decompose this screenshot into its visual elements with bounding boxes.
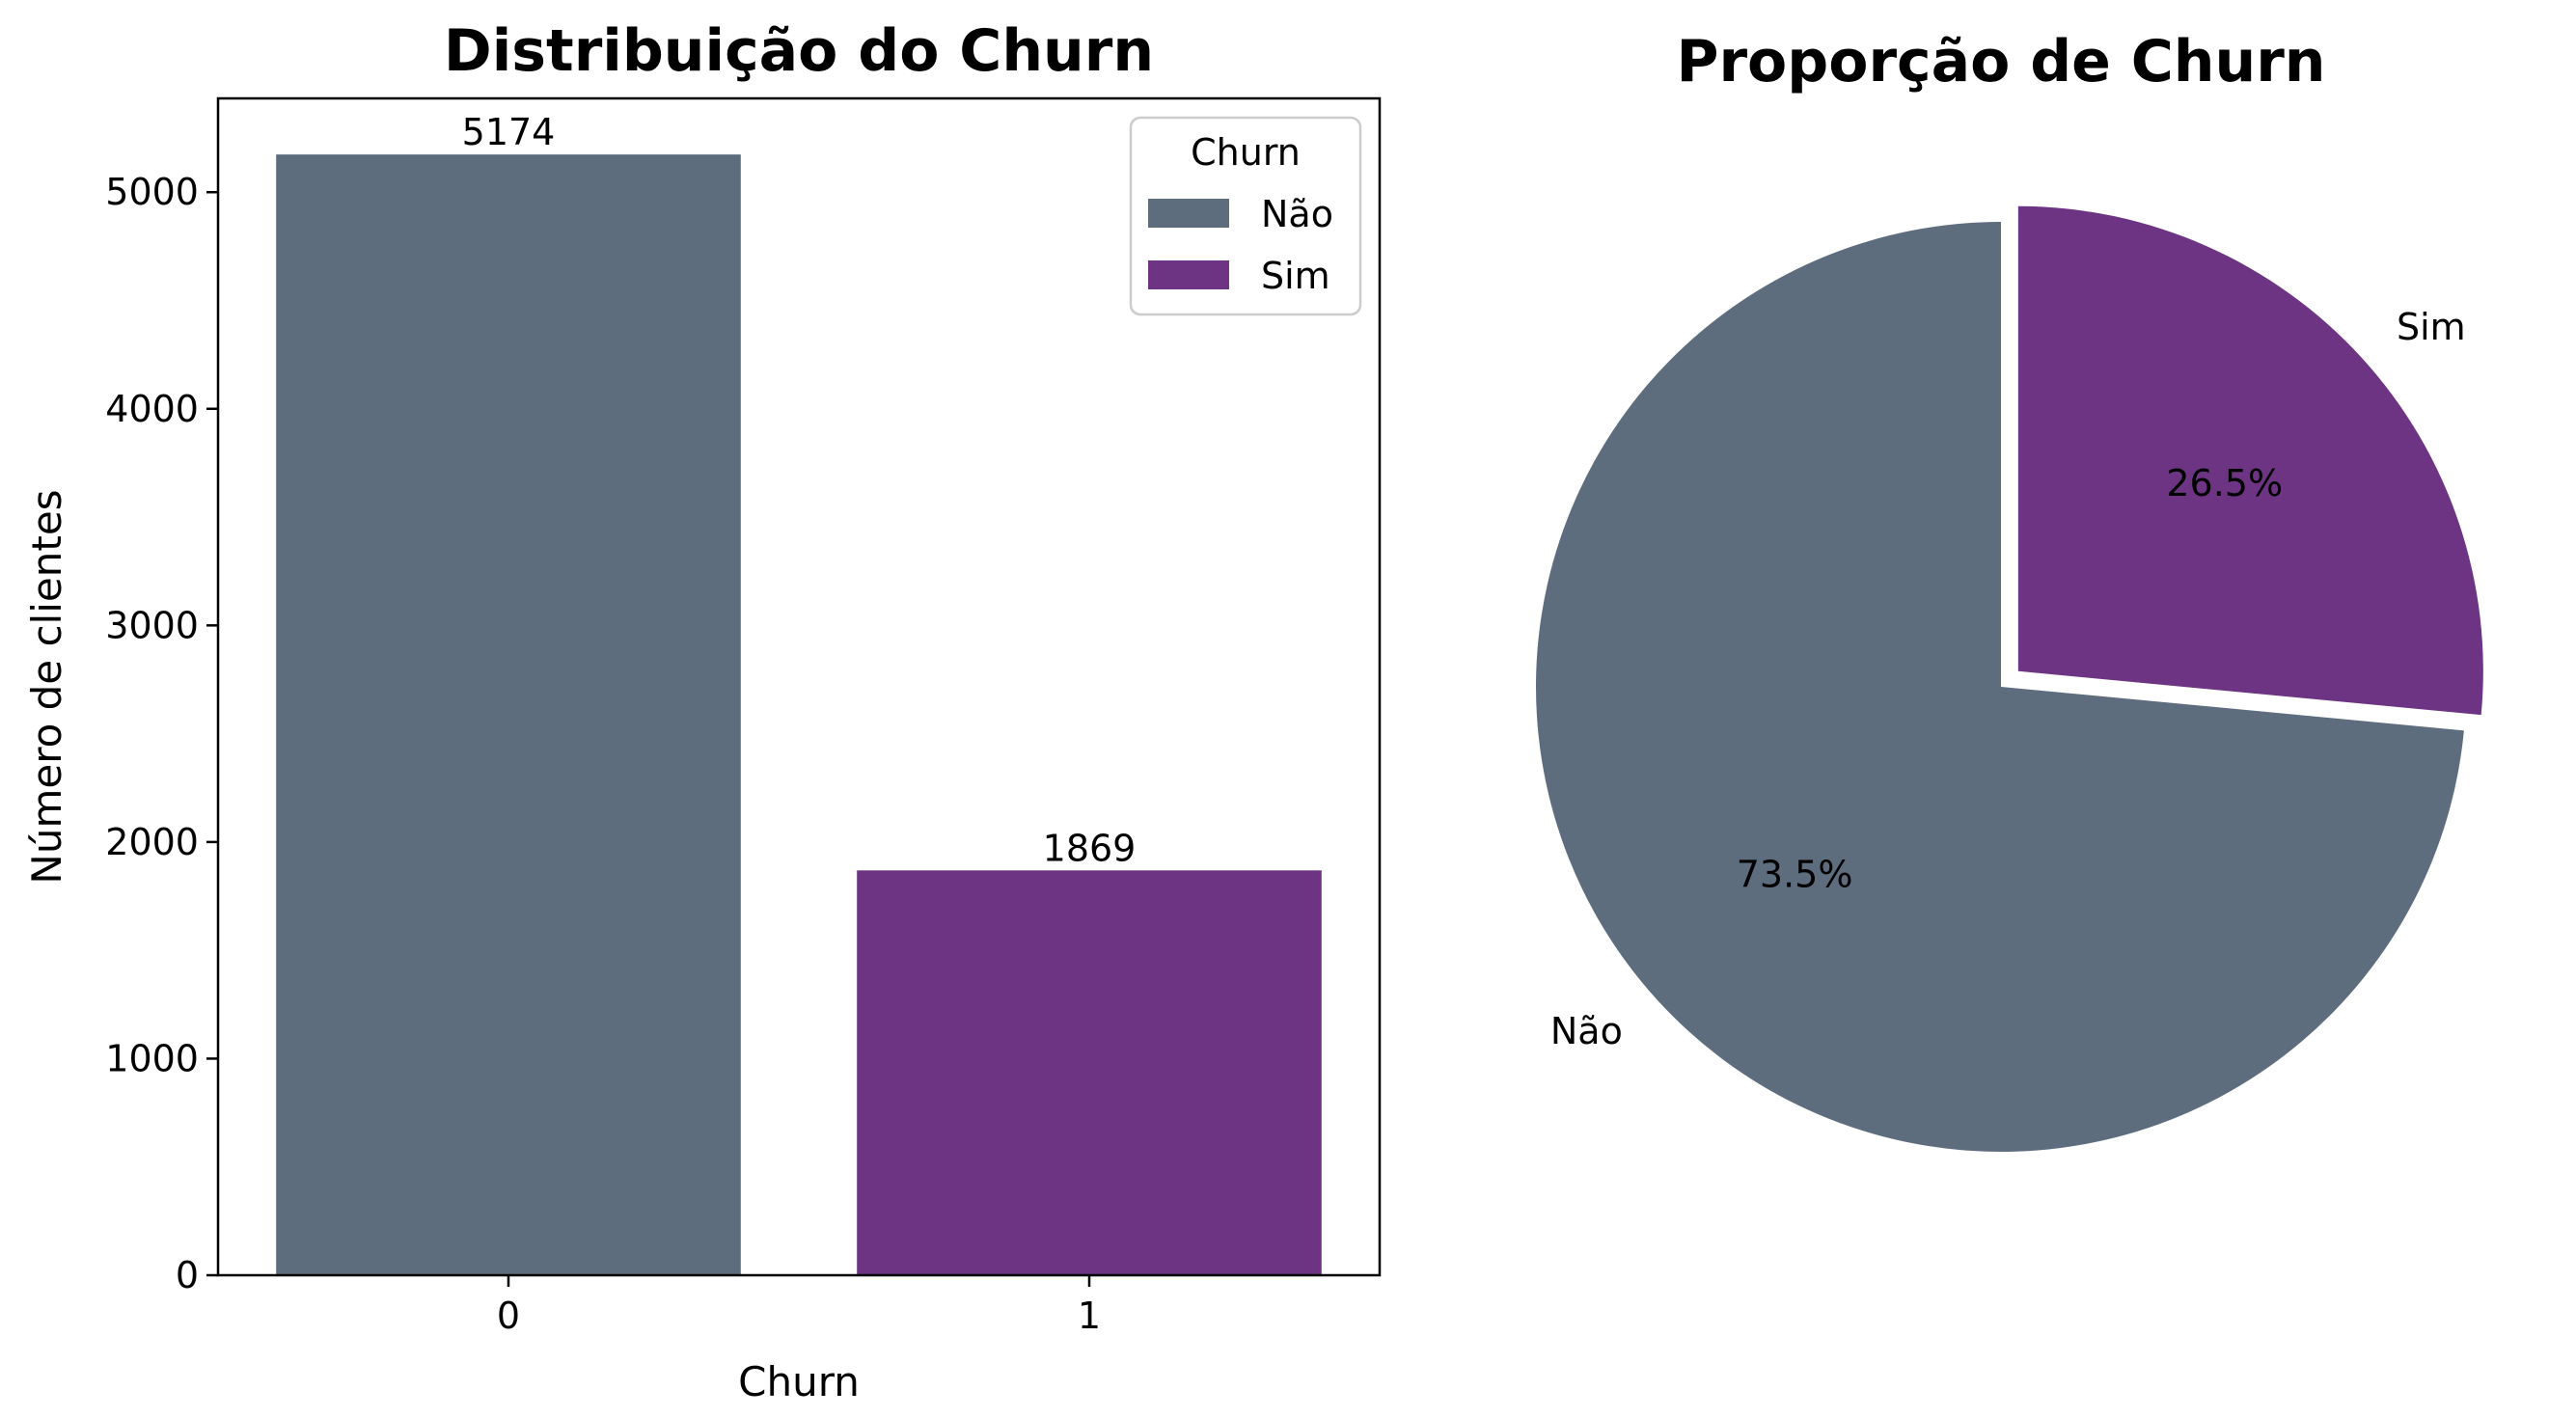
y-tick-label: 3000 bbox=[105, 604, 199, 646]
y-tick-label: 1000 bbox=[105, 1037, 199, 1079]
pie-percent-sim: 26.5% bbox=[2166, 462, 2283, 504]
legend-label-sim: Sim bbox=[1261, 255, 1330, 297]
legend-title: Churn bbox=[1191, 131, 1301, 174]
bar-value-label-0: 5174 bbox=[462, 111, 556, 153]
bar-value-label-1: 1869 bbox=[1043, 827, 1137, 869]
pie-marks: Não 73.5% Sim 26.5% bbox=[1536, 205, 2483, 1152]
bar-1 bbox=[857, 870, 1322, 1275]
bar-y-axis-label: Número de clientes bbox=[23, 489, 70, 884]
x-tick-label: 1 bbox=[1078, 1295, 1101, 1337]
bar-legend: Churn Não Sim bbox=[1129, 116, 1362, 316]
y-tick-label: 2000 bbox=[105, 821, 199, 863]
legend-swatch-nao bbox=[1148, 199, 1229, 228]
bar-x-axis-label: Churn bbox=[738, 1358, 860, 1405]
pie-chart-title: Proporção de Churn bbox=[1676, 28, 2325, 95]
legend-swatch-sim bbox=[1148, 260, 1229, 289]
bar-chart-title: Distribuição do Churn bbox=[444, 17, 1154, 85]
bar-0 bbox=[276, 154, 741, 1275]
pie-label-nao: Não bbox=[1550, 1010, 1623, 1052]
legend-label-nao: Não bbox=[1261, 193, 1333, 235]
bar-y-ticks: 0 1000 2000 3000 4000 5000 bbox=[105, 171, 218, 1296]
y-tick-label: 0 bbox=[176, 1254, 199, 1296]
x-tick-label: 0 bbox=[497, 1295, 520, 1337]
bar-axes-frame bbox=[216, 96, 1382, 1277]
pie-chart: Proporção de Churn Não 73.5% Sim 26.5% bbox=[1536, 28, 2483, 1152]
pie-percent-nao: 73.5% bbox=[1737, 854, 1853, 896]
y-tick-label: 5000 bbox=[105, 171, 199, 213]
pie-slice-nao bbox=[1536, 222, 2464, 1152]
bar-marks: 5174 1869 bbox=[276, 111, 1322, 1275]
pie-slice-sim bbox=[2017, 205, 2483, 716]
y-tick-label: 4000 bbox=[105, 388, 199, 430]
bar-chart: Distribuição do Churn 5174 1869 0 1000 2000… bbox=[23, 17, 1382, 1405]
pie-label-sim: Sim bbox=[2397, 306, 2466, 348]
